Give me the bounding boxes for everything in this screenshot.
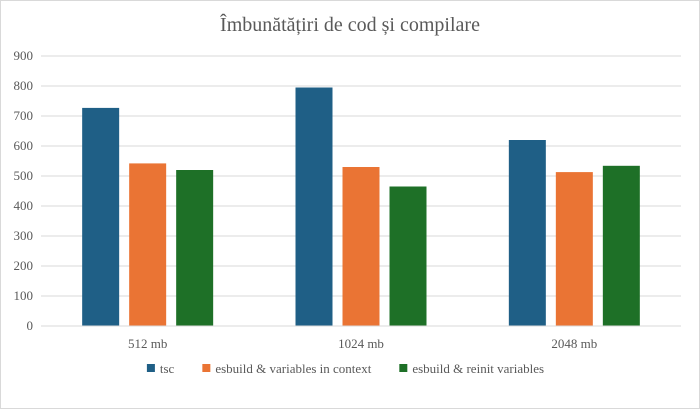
y-tick-label: 900	[14, 48, 34, 63]
bar-tsc-1024-mb	[295, 87, 333, 326]
y-tick-label: 600	[14, 138, 34, 153]
legend-label: esbuild & variables in context	[215, 361, 371, 376]
bar-esbuild-reinit-variables-1024-mb	[389, 186, 427, 326]
y-tick-label: 500	[14, 168, 34, 183]
y-tick-label: 100	[14, 288, 34, 303]
bars	[82, 87, 640, 327]
x-category-label: 2048 mb	[551, 336, 597, 351]
bar-esbuild-reinit-variables-512-mb	[176, 170, 214, 326]
y-tick-label: 300	[14, 228, 34, 243]
legend-swatch	[146, 364, 155, 372]
y-tick-label: 0	[27, 318, 34, 333]
bar-esbuild-variables-in-context-1024-mb	[342, 167, 380, 326]
x-category-label: 512 mb	[128, 336, 167, 351]
bar-esbuild-variables-in-context-512-mb	[129, 163, 167, 326]
legend-label: esbuild & reinit variables	[412, 361, 544, 376]
legend-swatch	[399, 364, 408, 372]
y-tick-label: 800	[14, 78, 34, 93]
y-tick-label: 700	[14, 108, 34, 123]
bar-tsc-2048-mb	[508, 140, 546, 326]
y-axis-ticks: 0 100 200 300 400 500 600 700 800 900	[14, 48, 34, 333]
y-tick-label: 400	[14, 198, 34, 213]
bar-esbuild-reinit-variables-2048-mb	[602, 165, 640, 326]
x-axis-categories: 512 mb 1024 mb 2048 mb	[128, 336, 597, 351]
x-category-label: 1024 mb	[338, 336, 384, 351]
bar-esbuild-variables-in-context-2048-mb	[555, 172, 593, 326]
legend: tsc esbuild & variables in context esbuild…	[146, 361, 544, 376]
legend-swatch	[202, 364, 211, 372]
y-tick-label: 200	[14, 258, 34, 273]
bar-tsc-512-mb	[82, 107, 120, 327]
legend-label: tsc	[160, 361, 175, 376]
chart-title: Îmbunătățiri de cod și compilare	[220, 13, 480, 36]
